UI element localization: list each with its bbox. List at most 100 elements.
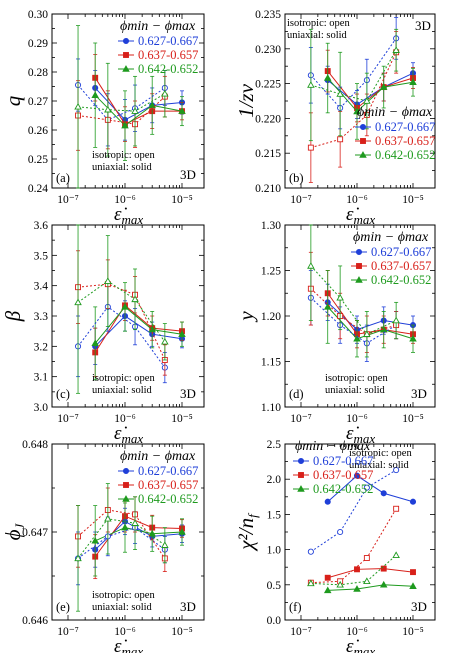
series <box>324 472 417 505</box>
y-tick-label: 3.0 <box>34 402 49 414</box>
y-tick-label: 1.0 <box>267 545 282 557</box>
series-line <box>77 283 166 361</box>
panel-letter: (c) <box>56 387 70 401</box>
data-point <box>336 90 344 97</box>
data-point <box>353 334 361 342</box>
x-tick-label: 10⁻⁷ <box>57 626 79 638</box>
x-tick-label: 10⁻⁵ <box>402 194 424 206</box>
data-point <box>353 472 361 479</box>
y-tick-label: 0.29 <box>28 38 48 50</box>
data-point <box>131 519 139 526</box>
chart-panel: 0.210 0.215 0.220 0.225 0.230 0.235 10⁻⁷ 10⁻⁶ 10… <box>234 9 436 227</box>
y-tick-label: 3.6 <box>34 220 49 232</box>
y-tick-label: 3.5 <box>34 250 49 262</box>
series-line <box>77 518 166 559</box>
data-point <box>409 582 417 589</box>
legend-title: ϕmin − ϕmax <box>353 230 429 245</box>
x-tick-label: 10⁻⁶ <box>114 194 136 206</box>
panel-letter: (a) <box>56 171 70 185</box>
data-point <box>363 484 370 491</box>
data-point <box>323 302 332 310</box>
data-point <box>363 330 371 337</box>
series-line <box>77 509 166 559</box>
data-point <box>297 485 305 492</box>
y-tick-label: 0.24 <box>28 183 48 195</box>
dim-label: 3D <box>180 599 196 614</box>
legend-entry: 0.642-0.652 <box>138 62 198 76</box>
series-line <box>77 84 166 121</box>
data-point <box>323 586 332 594</box>
series-line <box>94 87 183 121</box>
data-point <box>122 37 130 45</box>
note-uniaxial: uniaxial: solid <box>325 385 386 396</box>
series <box>92 70 186 141</box>
data-point <box>148 101 156 109</box>
note-isotropic: isotropic: open <box>92 373 155 384</box>
data-point <box>131 295 139 303</box>
data-point <box>91 91 99 98</box>
legend-entry: 0.627-0.667 <box>313 454 373 468</box>
series <box>307 28 400 142</box>
y-tick-label: 3.1 <box>34 372 49 384</box>
data-point <box>337 528 344 536</box>
data-point <box>123 482 129 488</box>
x-tick-label: 10⁻⁷ <box>57 413 79 425</box>
note-isotropic: isotropic: open <box>325 373 388 384</box>
y-axis-label: y <box>234 311 258 323</box>
data-point <box>353 585 361 592</box>
legend: ϕmin − ϕmax0.627-0.6670.637-0.6570.642-0… <box>118 19 198 76</box>
y-tick-label: 0.646 <box>22 615 48 627</box>
series-line <box>310 297 397 344</box>
y-axis-label: ϕJ <box>1 522 27 540</box>
y-tick-label: 0.25 <box>28 154 48 166</box>
panel-letter: (b) <box>289 171 304 185</box>
series-line <box>77 280 166 343</box>
x-tick-label: 10⁻⁷ <box>290 626 312 638</box>
x-tick-label: 10⁻⁵ <box>171 626 193 638</box>
y-tick-label: 0.0 <box>267 615 282 627</box>
legend-entry: 0.637-0.657 <box>371 259 431 273</box>
series <box>74 25 169 189</box>
y-tick-label: 0.210 <box>255 183 281 195</box>
data-point <box>178 528 186 535</box>
y-tick-label: 1.25 <box>261 266 281 278</box>
data-point <box>178 330 186 337</box>
data-point <box>363 97 371 104</box>
legend-title: ϕmin − ϕmax <box>120 19 196 34</box>
dim-label: 3D <box>180 386 196 401</box>
data-point <box>122 495 130 502</box>
note-isotropic: isotropic: open <box>287 18 350 29</box>
x-axis-label: ε̇max <box>346 636 375 653</box>
note-isotropic: isotropic: open <box>92 590 155 601</box>
series <box>323 580 417 594</box>
legend-entry: 0.637-0.657 <box>313 468 373 482</box>
x-tick-label: 10⁻⁵ <box>402 626 424 638</box>
y-tick-label: 0.215 <box>255 148 281 160</box>
x-tick-label: 10⁻⁶ <box>346 413 368 425</box>
data-point <box>161 541 169 548</box>
legend: ϕmin − ϕmax0.627-0.6670.637-0.6570.642-0… <box>118 449 198 506</box>
data-point <box>380 490 387 497</box>
legend-entry: 0.637-0.657 <box>138 478 198 492</box>
note-uniaxial: uniaxial: solid <box>92 385 153 396</box>
data-point <box>307 144 314 151</box>
y-tick-label: 3.4 <box>34 281 49 293</box>
data-point <box>104 514 112 522</box>
series <box>307 551 400 588</box>
legend-entry: 0.627-0.667 <box>375 120 435 134</box>
data-point <box>74 298 82 306</box>
legend-entry: 0.627-0.667 <box>371 245 431 259</box>
series-line <box>94 315 183 347</box>
series <box>74 224 169 394</box>
series-line <box>327 70 414 109</box>
data-point <box>323 74 332 81</box>
data-point <box>123 52 129 58</box>
data-point <box>392 551 400 558</box>
y-tick-label: 0.647 <box>22 527 48 539</box>
data-point <box>298 472 304 478</box>
y-axis-label: β <box>1 310 25 322</box>
chart-panel: 0.0 0.5 1.0 1.5 2.0 2.5 10⁻⁷ 10⁻⁶ 10⁻⁵ χ²/nf ε̇max… <box>234 439 436 653</box>
y-tick-label: 1.30 <box>261 220 281 232</box>
